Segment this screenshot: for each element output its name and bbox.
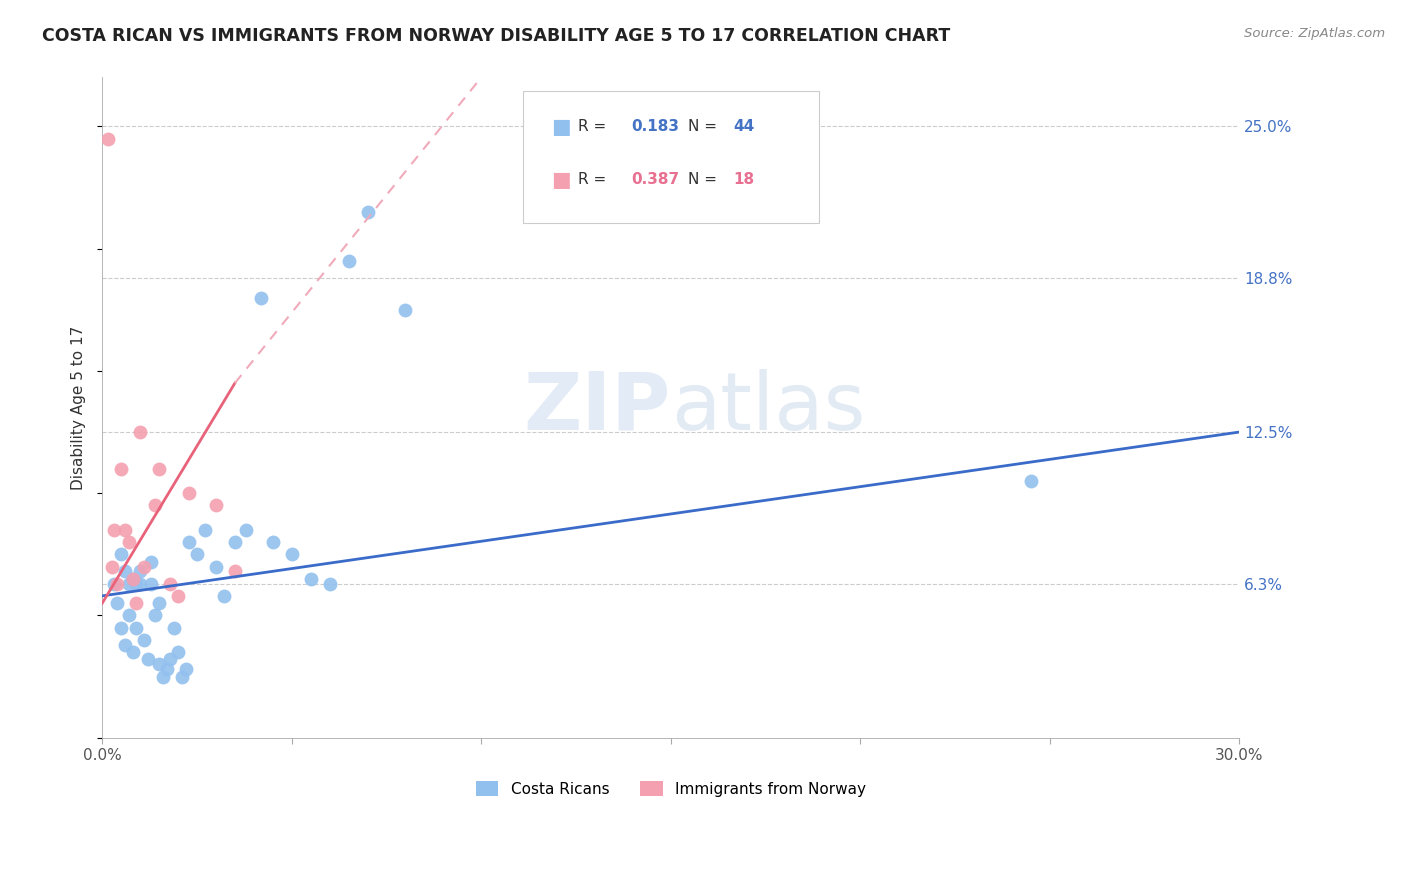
Point — [224, 565, 246, 579]
Text: ■: ■ — [551, 117, 571, 137]
Point — [148, 596, 170, 610]
Point — [129, 576, 152, 591]
Point — [132, 559, 155, 574]
Point — [114, 565, 136, 579]
Point — [125, 596, 148, 610]
Point — [105, 576, 128, 591]
Point — [121, 645, 143, 659]
Point — [118, 576, 141, 591]
Text: R =: R = — [578, 172, 610, 187]
Text: 0.183: 0.183 — [631, 120, 679, 135]
Point — [159, 652, 181, 666]
Point — [152, 670, 174, 684]
Point — [356, 205, 378, 219]
Point — [114, 523, 136, 537]
Point — [136, 652, 159, 666]
Point — [132, 632, 155, 647]
Point — [105, 596, 128, 610]
Point — [205, 499, 228, 513]
Text: COSTA RICAN VS IMMIGRANTS FROM NORWAY DISABILITY AGE 5 TO 17 CORRELATION CHART: COSTA RICAN VS IMMIGRANTS FROM NORWAY DI… — [42, 27, 950, 45]
Point — [121, 572, 143, 586]
Y-axis label: Disability Age 5 to 17: Disability Age 5 to 17 — [72, 326, 86, 490]
Point — [156, 662, 179, 676]
Point — [186, 547, 208, 561]
Text: ZIP: ZIP — [523, 368, 671, 447]
Point — [141, 555, 163, 569]
Point — [121, 572, 143, 586]
Point — [103, 576, 125, 591]
FancyBboxPatch shape — [523, 91, 818, 223]
Point — [167, 645, 190, 659]
Text: 0.387: 0.387 — [631, 172, 679, 187]
Point — [118, 535, 141, 549]
Point — [193, 523, 215, 537]
Point — [337, 253, 360, 268]
Point — [205, 559, 228, 574]
Point — [129, 565, 152, 579]
Point — [110, 461, 132, 475]
Point — [141, 576, 163, 591]
Point — [125, 576, 148, 591]
Text: Source: ZipAtlas.com: Source: ZipAtlas.com — [1244, 27, 1385, 40]
Point — [299, 572, 322, 586]
Point — [97, 131, 120, 145]
Point — [318, 576, 340, 591]
Point — [235, 523, 257, 537]
Point — [159, 576, 181, 591]
Point — [280, 547, 302, 561]
Point — [174, 662, 197, 676]
Text: N =: N = — [688, 172, 721, 187]
Point — [118, 608, 141, 623]
Point — [125, 621, 148, 635]
Point — [262, 535, 284, 549]
Text: 18: 18 — [734, 172, 755, 187]
Text: atlas: atlas — [671, 368, 865, 447]
Point — [170, 670, 193, 684]
Point — [250, 291, 273, 305]
Point — [100, 559, 122, 574]
Point — [394, 302, 416, 317]
Point — [129, 425, 152, 439]
Point — [143, 608, 166, 623]
Point — [163, 621, 186, 635]
Point — [148, 461, 170, 475]
Point — [110, 621, 132, 635]
Point — [114, 638, 136, 652]
Point — [103, 523, 125, 537]
Point — [167, 589, 190, 603]
Point — [179, 535, 201, 549]
Point — [148, 657, 170, 672]
Point — [179, 486, 201, 500]
Point — [224, 535, 246, 549]
Point — [1019, 474, 1042, 488]
Text: 44: 44 — [734, 120, 755, 135]
Point — [143, 499, 166, 513]
Legend: Costa Ricans, Immigrants from Norway: Costa Ricans, Immigrants from Norway — [470, 774, 872, 803]
Text: ■: ■ — [551, 169, 571, 190]
Text: N =: N = — [688, 120, 721, 135]
Text: R =: R = — [578, 120, 610, 135]
Point — [110, 547, 132, 561]
Point — [212, 589, 235, 603]
